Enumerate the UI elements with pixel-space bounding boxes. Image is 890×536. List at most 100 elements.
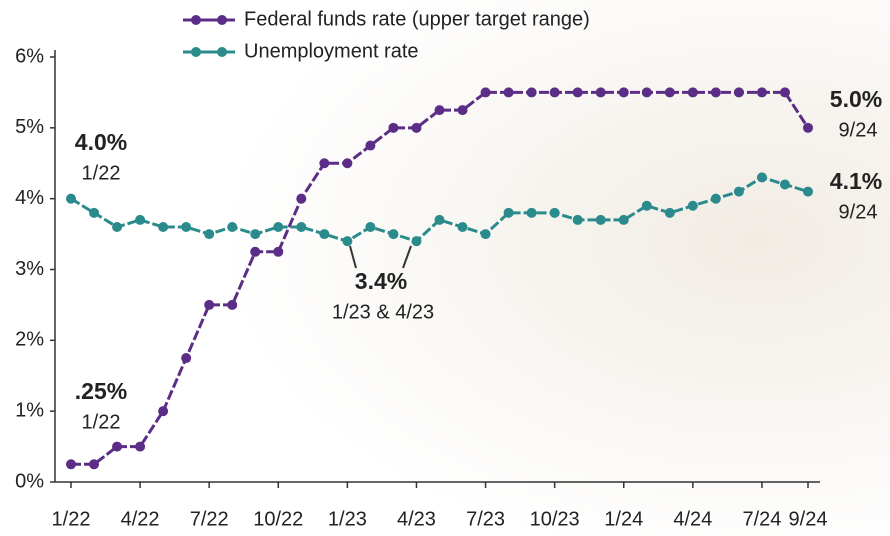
annotation-date: 9/24 xyxy=(839,119,878,141)
data-point xyxy=(734,87,744,97)
data-point xyxy=(250,229,260,239)
data-point xyxy=(734,187,744,197)
legend-marker xyxy=(217,15,227,25)
data-point xyxy=(780,87,790,97)
annotation-value: 5.0% xyxy=(830,86,882,112)
data-point xyxy=(250,247,260,257)
x-tick-label: 4/23 xyxy=(397,508,436,530)
y-tick-label: 0% xyxy=(15,470,44,492)
data-point xyxy=(204,229,214,239)
legend-label: Unemployment rate xyxy=(244,40,419,62)
annotation-date: 1/23 & 4/23 xyxy=(332,301,434,323)
data-point xyxy=(642,87,652,97)
data-point xyxy=(573,87,583,97)
data-point xyxy=(296,222,306,232)
data-point xyxy=(388,123,398,133)
data-point xyxy=(688,201,698,211)
data-point xyxy=(411,123,421,133)
annotation-value: 3.4% xyxy=(355,268,407,294)
data-point xyxy=(112,222,122,232)
data-point xyxy=(342,158,352,168)
data-point xyxy=(227,222,237,232)
background xyxy=(0,0,890,536)
data-point xyxy=(296,194,306,204)
data-point xyxy=(112,442,122,452)
y-tick-label: 5% xyxy=(15,116,44,138)
data-point xyxy=(550,87,560,97)
data-point xyxy=(273,222,283,232)
legend-marker xyxy=(217,47,227,57)
data-point xyxy=(481,229,491,239)
data-point xyxy=(688,87,698,97)
annotation-value: 4.1% xyxy=(830,168,882,194)
data-point xyxy=(573,215,583,225)
data-point xyxy=(803,123,813,133)
x-tick-label: 1/24 xyxy=(604,508,643,530)
data-point xyxy=(665,87,675,97)
x-tick-label: 7/24 xyxy=(742,508,781,530)
annotation-value: .25% xyxy=(75,378,127,404)
annotation-date: 1/22 xyxy=(82,162,121,184)
x-tick-label: 9/24 xyxy=(789,508,828,530)
data-point xyxy=(158,406,168,416)
x-tick-label: 1/23 xyxy=(328,508,367,530)
data-point xyxy=(227,300,237,310)
data-point xyxy=(365,141,375,151)
annotation-date: 1/22 xyxy=(82,411,121,433)
legend-marker xyxy=(191,47,201,57)
data-point xyxy=(204,300,214,310)
data-point xyxy=(757,87,767,97)
y-tick-label: 4% xyxy=(15,187,44,209)
data-point xyxy=(89,208,99,218)
x-tick-label: 1/22 xyxy=(52,508,91,530)
chart: 0%1%2%3%4%5%6%1/224/227/2210/221/234/237… xyxy=(0,0,890,536)
page: 0%1%2%3%4%5%6%1/224/227/2210/221/234/237… xyxy=(0,0,890,536)
data-point xyxy=(780,180,790,190)
data-point xyxy=(388,229,398,239)
data-point xyxy=(550,208,560,218)
x-tick-label: 10/22 xyxy=(253,508,303,530)
data-point xyxy=(89,459,99,469)
data-point xyxy=(181,222,191,232)
data-point xyxy=(619,215,629,225)
annotation-date: 9/24 xyxy=(839,201,878,223)
data-point xyxy=(411,236,421,246)
x-tick-label: 4/22 xyxy=(121,508,160,530)
data-point xyxy=(458,105,468,115)
x-tick-label: 7/22 xyxy=(190,508,229,530)
data-point xyxy=(66,459,76,469)
data-point xyxy=(803,187,813,197)
legend-label: Federal funds rate (upper target range) xyxy=(244,8,590,30)
data-point xyxy=(711,87,721,97)
data-point xyxy=(596,215,606,225)
data-point xyxy=(711,194,721,204)
x-tick-label: 10/23 xyxy=(530,508,580,530)
x-tick-label: 4/24 xyxy=(673,508,712,530)
data-point xyxy=(665,208,675,218)
data-point xyxy=(365,222,375,232)
data-point xyxy=(435,105,445,115)
y-tick-label: 6% xyxy=(15,45,44,67)
data-point xyxy=(527,87,537,97)
data-point xyxy=(435,215,445,225)
data-point xyxy=(619,87,629,97)
y-tick-label: 2% xyxy=(15,329,44,351)
data-point xyxy=(319,229,329,239)
legend-marker xyxy=(191,15,201,25)
data-point xyxy=(158,222,168,232)
data-point xyxy=(642,201,652,211)
y-tick-label: 1% xyxy=(15,399,44,421)
data-point xyxy=(342,236,352,246)
data-point xyxy=(66,194,76,204)
data-point xyxy=(504,208,514,218)
x-tick-label: 7/23 xyxy=(466,508,505,530)
data-point xyxy=(458,222,468,232)
data-point xyxy=(181,353,191,363)
data-point xyxy=(757,172,767,182)
data-point xyxy=(273,247,283,257)
data-point xyxy=(504,87,514,97)
data-point xyxy=(596,87,606,97)
data-point xyxy=(135,215,145,225)
data-point xyxy=(527,208,537,218)
data-point xyxy=(135,442,145,452)
